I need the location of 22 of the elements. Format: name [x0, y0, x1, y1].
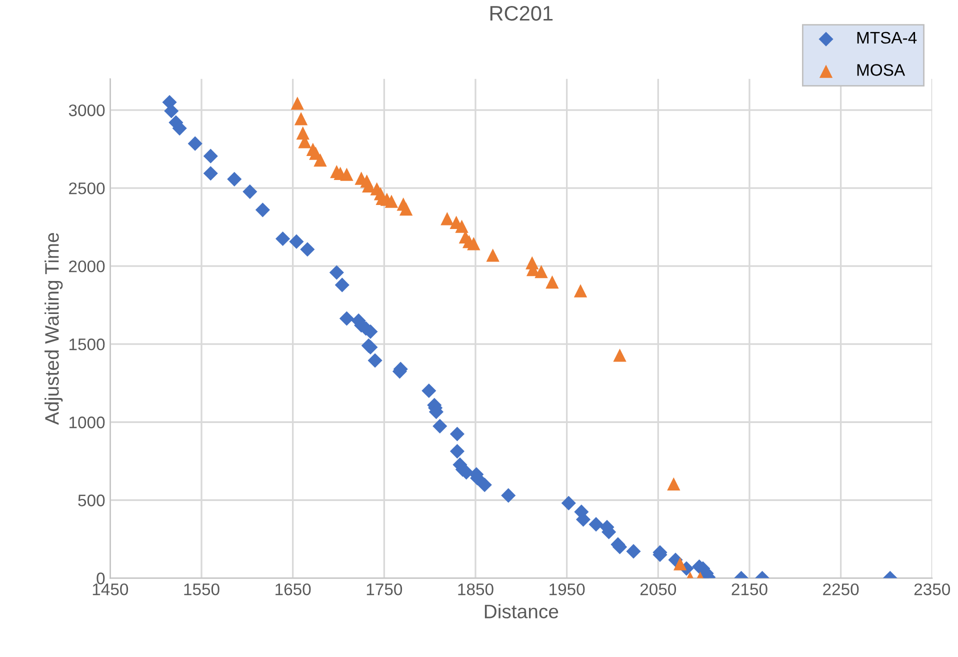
x-tick-label: 1450: [92, 583, 128, 596]
x-tick-label: 2350: [914, 583, 950, 596]
y-tick-label: 2500: [69, 182, 105, 194]
y-tick-label: 2000: [69, 260, 105, 272]
x-tick-label: 1550: [184, 583, 220, 596]
y-axis-title: Adjusted Waiting Time: [44, 233, 63, 425]
x-tick-label: 1850: [458, 583, 494, 596]
x-tick-label: 2250: [823, 583, 859, 596]
legend-label: MTSA-4: [857, 32, 917, 44]
legend-label: MOSA: [857, 64, 906, 76]
y-tick-label: 3000: [68, 104, 105, 116]
x-tick-label: 1750: [366, 583, 402, 596]
y-tick-label: 0: [96, 572, 105, 584]
x-tick-label: 1950: [550, 583, 585, 596]
x-tick-label: 1650: [276, 583, 311, 596]
y-tick-label: 1000: [70, 416, 105, 428]
x-tick-label: 2050: [640, 583, 676, 596]
x-tick-label: 2150: [732, 583, 768, 596]
y-tick-label: 1500: [70, 338, 105, 350]
x-axis-title: Distance: [484, 604, 558, 618]
y-tick-label: 500: [78, 494, 105, 506]
chart-title: RC201: [490, 6, 553, 21]
